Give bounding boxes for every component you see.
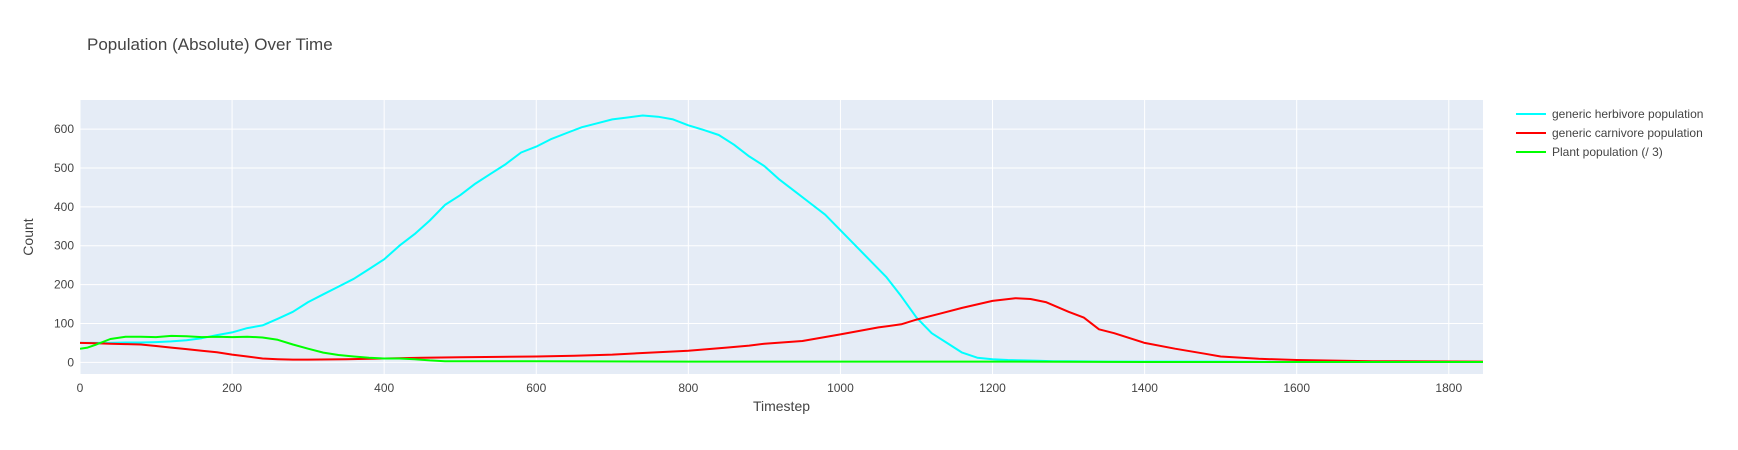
axis-ticks: 0 200 400 600 800 1000 1200 1400 1600 1800 0 100 200…	[54, 122, 1462, 395]
x-tick-label: 1600	[1283, 381, 1310, 395]
y-tick-label: 600	[54, 122, 74, 136]
x-tick-label: 1400	[1131, 381, 1158, 395]
legend[interactable]: generic herbivore population generic carn…	[1516, 107, 1703, 159]
legend-item[interactable]: generic carnivore population	[1516, 126, 1703, 140]
y-tick-label: 400	[54, 200, 74, 214]
series-line-0	[80, 114, 1483, 363]
x-tick-label: 1000	[827, 381, 854, 395]
plot-area	[80, 100, 1483, 374]
y-tick-label: 100	[54, 316, 74, 330]
grid	[79, 100, 1483, 374]
series-lines	[80, 114, 1483, 363]
y-tick-label: 300	[54, 239, 74, 253]
series-line-2	[80, 334, 1483, 363]
legend-label: Plant population (/ 3)	[1552, 145, 1663, 159]
legend-label: generic herbivore population	[1552, 107, 1703, 121]
x-tick-label: 1200	[979, 381, 1006, 395]
x-axis-title: Timestep	[753, 398, 810, 414]
y-tick-label: 500	[54, 161, 74, 175]
y-tick-label: 200	[54, 278, 74, 292]
x-tick-label: 600	[526, 381, 546, 395]
x-tick-label: 0	[77, 381, 84, 395]
x-tick-label: 200	[222, 381, 242, 395]
y-tick-label: 0	[67, 355, 74, 369]
x-tick-label: 1800	[1435, 381, 1462, 395]
y-axis-title: Count	[20, 218, 36, 255]
series-line-1	[80, 297, 1483, 363]
x-tick-label: 400	[374, 381, 394, 395]
legend-label: generic carnivore population	[1552, 126, 1703, 140]
legend-item[interactable]: generic herbivore population	[1516, 107, 1703, 121]
chart-title: Population (Absolute) Over Time	[87, 35, 333, 54]
x-tick-label: 800	[678, 381, 698, 395]
legend-item[interactable]: Plant population (/ 3)	[1516, 145, 1663, 159]
